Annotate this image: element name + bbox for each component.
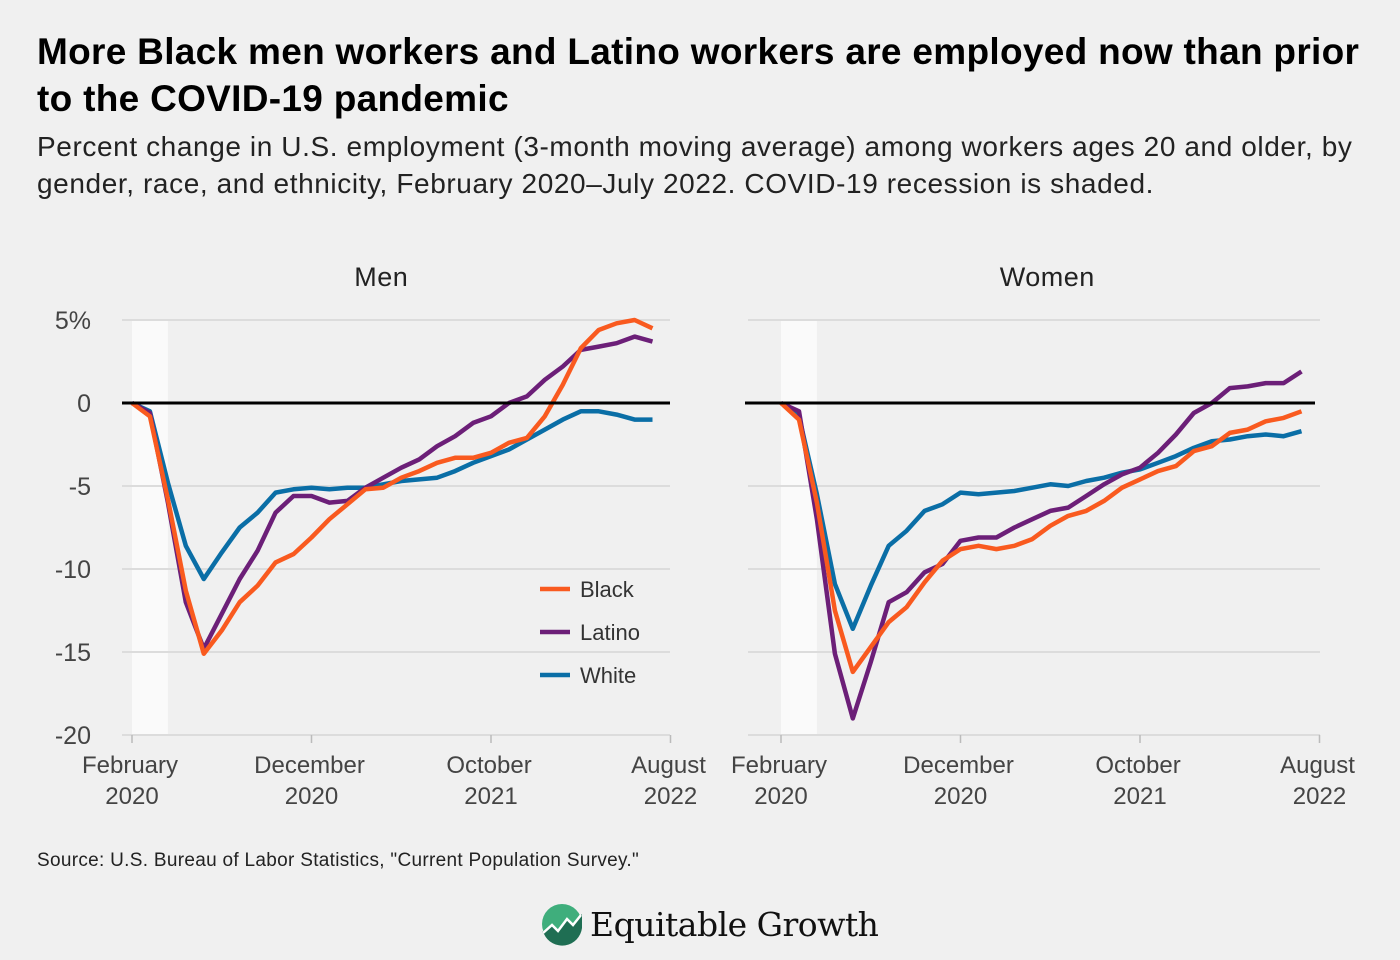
series-line-white [779, 401, 1303, 632]
x-tick-label: 2020 [285, 783, 338, 810]
panel-title: Women [1000, 262, 1095, 292]
legend: Black Latino White [540, 577, 640, 688]
x-tick-label: 2022 [644, 783, 697, 810]
x-tick-label: 2020 [105, 783, 158, 810]
source-note: Source: U.S. Bureau of Labor Statistics,… [37, 850, 640, 871]
logo: Equitable Growth [540, 902, 879, 946]
y-tick-label: -15 [55, 639, 91, 667]
panel-title: Men [354, 262, 408, 292]
chart-title: More Black men workers and Latino worker… [37, 31, 1360, 119]
legend-label-latino: Latino [580, 620, 640, 645]
series-line-latino [130, 334, 654, 651]
y-tick-label: -20 [55, 722, 91, 750]
legend-label-white: White [580, 663, 636, 688]
series-line-black [779, 401, 1303, 675]
x-tick-label: February [82, 752, 178, 779]
x-tick-label: February [731, 752, 827, 779]
x-tick-label: October [1095, 752, 1180, 779]
series-line-white [131, 400, 653, 582]
x-tick-label: October [446, 752, 531, 779]
x-tick-label: 2020 [934, 783, 987, 810]
y-tick-label: 5% [55, 307, 91, 335]
x-tick-label: December [903, 752, 1014, 779]
x-tick-label: 2021 [464, 783, 517, 810]
series-line-black [130, 317, 654, 656]
recession-shading [132, 320, 168, 735]
x-tick-label: August [1280, 752, 1355, 779]
chart-circle-logo-icon [542, 904, 582, 946]
x-tick-label: August [631, 752, 706, 779]
x-tick-label: 2021 [1113, 783, 1166, 810]
y-tick-label: 0 [77, 390, 91, 418]
y-tick-label: -5 [69, 473, 91, 501]
series-line-latino [780, 369, 1303, 721]
panel-women: Women February 2020 December 2020 October 2021… [731, 262, 1355, 810]
y-tick-label: -10 [55, 556, 91, 584]
logo-text: Equitable Growth [590, 904, 879, 944]
x-tick-label: December [254, 752, 365, 779]
legend-label-black: Black [580, 577, 635, 602]
x-tick-label: 2020 [754, 783, 807, 810]
recession-shading [781, 320, 817, 735]
x-tick-label: 2022 [1293, 783, 1346, 810]
chart-subtitle: Percent change in U.S. employment (3-mon… [37, 131, 1353, 199]
